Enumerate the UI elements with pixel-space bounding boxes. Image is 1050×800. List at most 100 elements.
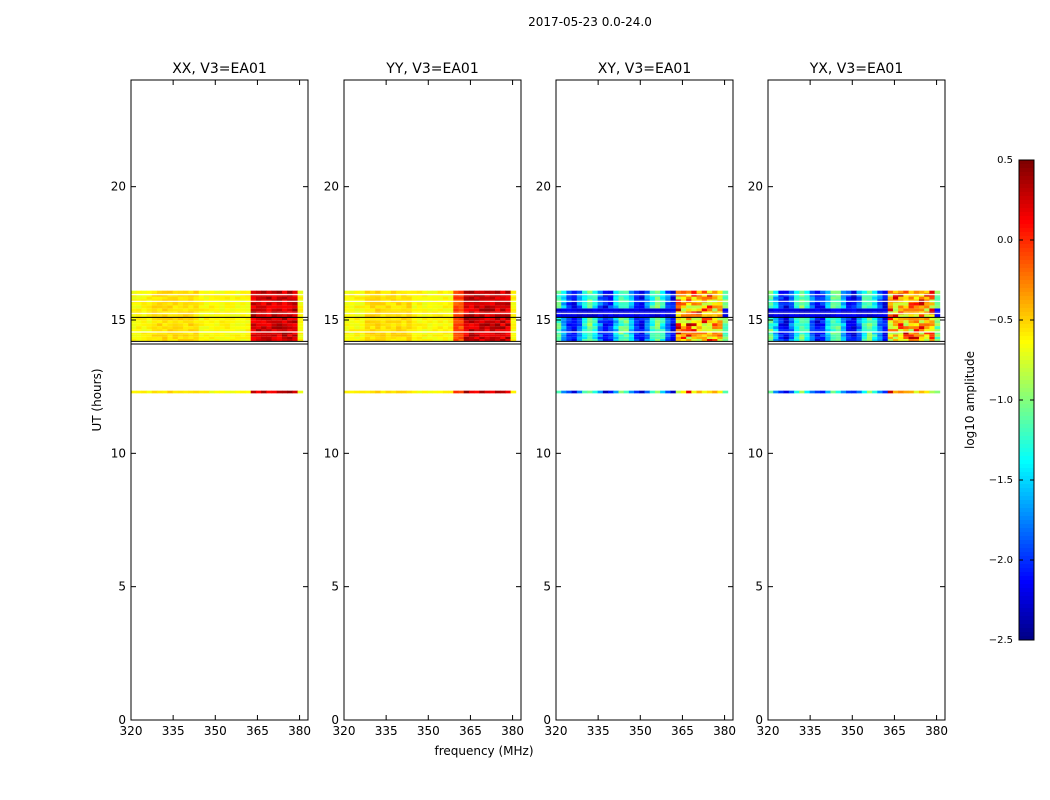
heatmap-cell (561, 305, 567, 309)
colorbar-segment (1019, 520, 1034, 525)
heatmap-cell (561, 290, 567, 294)
heatmap-cell (172, 339, 179, 342)
heatmap-cell (882, 302, 889, 306)
heatmap-cell (639, 329, 645, 332)
heatmap-cell (489, 339, 496, 342)
heatmap-cell (453, 305, 459, 309)
colorbar-segment (1019, 284, 1034, 289)
heatmap-cell (136, 305, 142, 309)
heatmap-cell (245, 296, 252, 300)
heatmap-cell (209, 390, 215, 394)
heatmap-cell (566, 314, 573, 318)
heatmap-cell (783, 296, 790, 300)
heatmap-cell (918, 320, 925, 324)
heatmap-cell (468, 308, 475, 312)
heatmap-cell (271, 336, 278, 339)
heatmap-cell (809, 334, 816, 337)
heatmap-cell (375, 296, 381, 300)
heatmap-cell (390, 296, 397, 300)
heatmap-cell (686, 296, 692, 300)
heatmap-cell (297, 296, 304, 300)
heatmap-cell (768, 334, 774, 337)
heatmap-cell (835, 302, 842, 306)
heatmap-cell (131, 320, 137, 324)
heatmap-cell (261, 308, 267, 312)
heatmap-cell (592, 334, 599, 337)
heatmap-cell (918, 296, 925, 300)
heatmap-cell (474, 332, 480, 335)
heatmap-cell (576, 323, 583, 327)
heatmap-cell (597, 305, 604, 309)
colorbar-segment (1019, 344, 1034, 349)
heatmap-cell (484, 336, 491, 339)
heatmap-cell (582, 320, 588, 324)
heatmap-cell (276, 320, 283, 324)
heatmap-cell (177, 308, 184, 312)
heatmap-cell (287, 336, 293, 339)
heatmap-cell (448, 302, 454, 306)
heatmap-cell (898, 320, 904, 324)
colorbar-segment (1019, 496, 1034, 501)
heatmap-cell (861, 332, 868, 335)
heatmap-cell (281, 290, 288, 294)
heatmap-cell (162, 314, 168, 318)
heatmap-cell (846, 336, 852, 339)
heatmap-cell (887, 308, 894, 312)
heatmap-cell (240, 329, 246, 332)
heatmap-cell (250, 296, 257, 300)
heatmap-cell (229, 317, 236, 321)
heatmap-cell (458, 302, 465, 306)
heatmap-cell (463, 317, 470, 321)
heatmap-cell (814, 314, 821, 318)
heatmap-cell (292, 296, 298, 300)
heatmap-cell (846, 326, 852, 330)
heatmap-cell (131, 290, 137, 294)
heatmap-cell (778, 320, 785, 324)
colorbar-segment (1019, 472, 1034, 477)
heatmap-cell (250, 326, 257, 330)
heatmap-cell (654, 336, 661, 339)
heatmap-cell (411, 296, 418, 300)
heatmap-cell (566, 317, 573, 321)
heatmap-cell (825, 336, 831, 339)
heatmap-cell (623, 314, 630, 318)
colorbar-segment (1019, 512, 1034, 517)
heatmap-cell (820, 320, 826, 324)
heatmap-cell (203, 317, 210, 321)
heatmap-cell (887, 329, 894, 332)
heatmap-cell (618, 323, 625, 327)
heatmap-cell (717, 308, 723, 312)
heatmap-cell (887, 339, 894, 342)
heatmap-cell (840, 334, 847, 337)
heatmap-cell (177, 334, 184, 337)
heatmap-cell (141, 317, 148, 321)
heatmap-cell (177, 314, 184, 318)
heatmap-cell (892, 305, 899, 309)
heatmap-cell (587, 308, 593, 312)
heatmap-cell (261, 320, 267, 324)
heatmap-cell (649, 390, 656, 394)
heatmap-cell (675, 314, 682, 318)
heatmap-cell (453, 320, 459, 324)
heatmap-cell (276, 339, 283, 342)
heatmap-cell (649, 339, 656, 342)
heatmap-cell (835, 336, 842, 339)
heatmap-cell (804, 314, 811, 318)
heatmap-cell (706, 308, 713, 312)
colorbar-segment (1019, 268, 1034, 273)
colorbar-segment (1019, 480, 1034, 485)
heatmap-cell (934, 320, 941, 324)
heatmap-cell (634, 302, 640, 306)
heatmap-cell (722, 305, 729, 309)
heatmap-cell (872, 308, 878, 312)
heatmap-cell (851, 305, 857, 309)
heatmap-cell (809, 339, 816, 342)
heatmap-cell (416, 339, 423, 342)
heatmap-cell (250, 308, 257, 312)
heatmap-cell (172, 302, 179, 306)
heatmap-cell (131, 317, 137, 321)
heatmap-cell (856, 390, 863, 394)
colorbar-segment (1019, 320, 1034, 325)
heatmap-cell (437, 320, 444, 324)
heatmap-cell (686, 317, 692, 321)
